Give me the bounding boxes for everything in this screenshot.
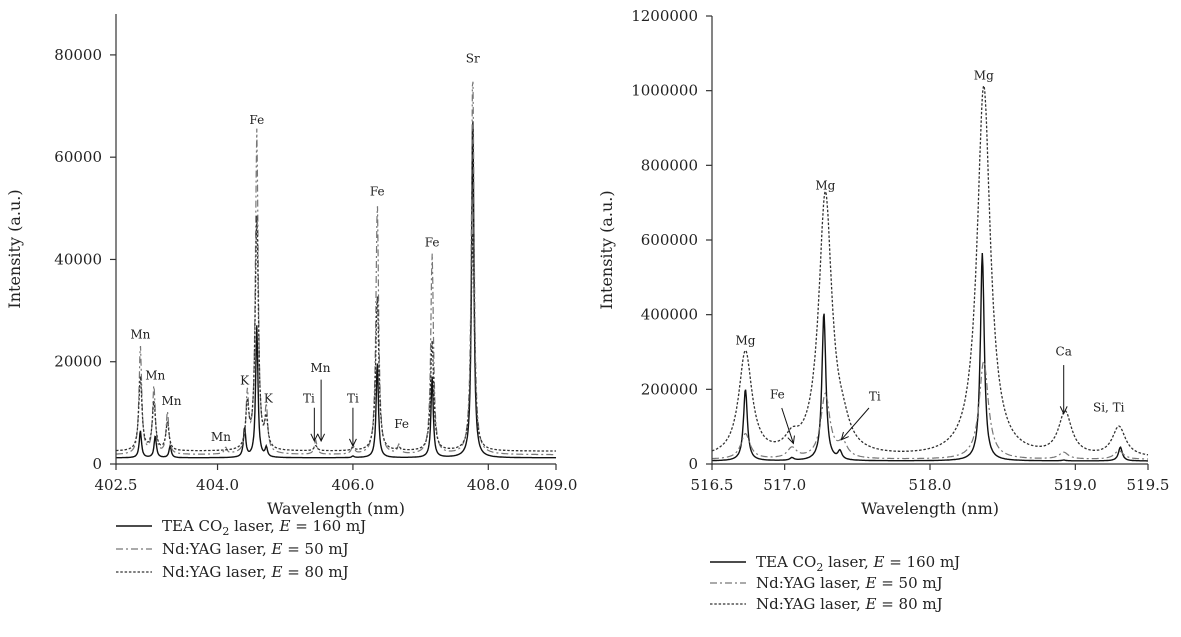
peak-label: Fe (425, 236, 440, 250)
annotation-arrow (781, 407, 794, 444)
y-tick-label: 600000 (641, 231, 698, 249)
x-tick-label: 406.0 (331, 476, 374, 494)
x-axis-title: Wavelength (nm) (267, 499, 405, 518)
x-tick-label: 516.5 (691, 476, 734, 494)
y-tick-label: 40000 (54, 250, 102, 268)
series-line-yag80 (711, 84, 1149, 456)
series-line-yag80 (116, 215, 556, 452)
x-tick-label: 518.0 (909, 476, 952, 494)
y-tick-label: 1000000 (631, 82, 698, 100)
x-tick-label: 409.0 (535, 476, 578, 494)
peak-label: Mg (815, 179, 835, 193)
y-tick-label: 0 (92, 455, 102, 473)
chart-panel-2: 0 200000 400000 600000 800000 1000000 1200000 5… (597, 7, 1169, 613)
annotation-arrowhead (310, 433, 319, 443)
series-line-yag50 (711, 360, 1149, 460)
x-tick-label: 519.5 (1127, 476, 1170, 494)
peak-label: Ca (1056, 345, 1072, 359)
x-tick-label: 404.0 (196, 476, 239, 494)
annotation-arrowhead (317, 433, 326, 443)
y-tick-label: 80000 (54, 46, 102, 64)
y-tick-label: 20000 (54, 353, 102, 371)
annotation-arrowhead (1059, 406, 1068, 415)
series-line-tea (712, 252, 1148, 462)
legend-entry: Nd:YAG laser, E = 50 mJ (162, 540, 349, 558)
peak-label: Fe (394, 417, 409, 431)
series-line-tea (116, 121, 557, 459)
annotation-arrow (840, 407, 870, 441)
annotation-arrowhead (348, 438, 357, 448)
x-tick-label: 402.5 (95, 476, 138, 494)
legend-entry: Nd:YAG laser, E = 50 mJ (756, 574, 943, 592)
y-axis-title: Intensity (a.u.) (5, 189, 24, 308)
peak-label: Mn (145, 369, 165, 383)
peak-label: Ti (869, 390, 881, 404)
legend-entry: TEA CO2 laser, E = 160 mJ (756, 553, 960, 574)
peak-label: K (264, 392, 274, 406)
peak-label: Fe (249, 113, 264, 127)
legend-entry: Nd:YAG laser, E = 80 mJ (162, 563, 349, 581)
annotation-arrowhead (787, 435, 795, 445)
y-tick-label: 800000 (641, 156, 698, 174)
peak-label: Ti (303, 392, 315, 406)
peak-label: Mn (130, 328, 150, 342)
x-tick-label: 519.0 (1054, 476, 1097, 494)
y-tick-label: 60000 (54, 148, 102, 166)
series-line-yag50 (115, 81, 556, 456)
peak-label: Si, Ti (1093, 401, 1125, 415)
peak-label: Sr (466, 52, 480, 66)
peak-label: Mn (310, 361, 330, 375)
legend-entry: Nd:YAG laser, E = 80 mJ (756, 595, 943, 613)
x-tick-label: 408.0 (467, 476, 510, 494)
peak-label: Ti (347, 392, 359, 406)
y-tick-label: 200000 (641, 380, 698, 398)
peak-label: Mg (974, 68, 994, 82)
chart-panel-1: 0 20000 40000 60000 80000 402.5 404.0 406.0 408.… (5, 14, 577, 581)
x-tick-label: 517.0 (763, 476, 806, 494)
y-tick-label: 400000 (641, 306, 698, 324)
x-axis-title: Wavelength (nm) (861, 499, 999, 518)
peak-label: Mn (161, 394, 181, 408)
annotation-arrowhead (840, 431, 849, 441)
peak-label: K (240, 374, 250, 388)
peak-label: Mn (211, 430, 231, 444)
y-tick-label: 1200000 (631, 7, 698, 25)
y-axis-title: Intensity (a.u.) (597, 190, 616, 309)
peak-label: Mg (735, 334, 755, 348)
peak-label: Fe (770, 388, 785, 402)
y-tick-label: 0 (688, 455, 698, 473)
legend-entry: TEA CO2 laser, E = 160 mJ (162, 517, 366, 538)
peak-label: Fe (370, 185, 385, 199)
